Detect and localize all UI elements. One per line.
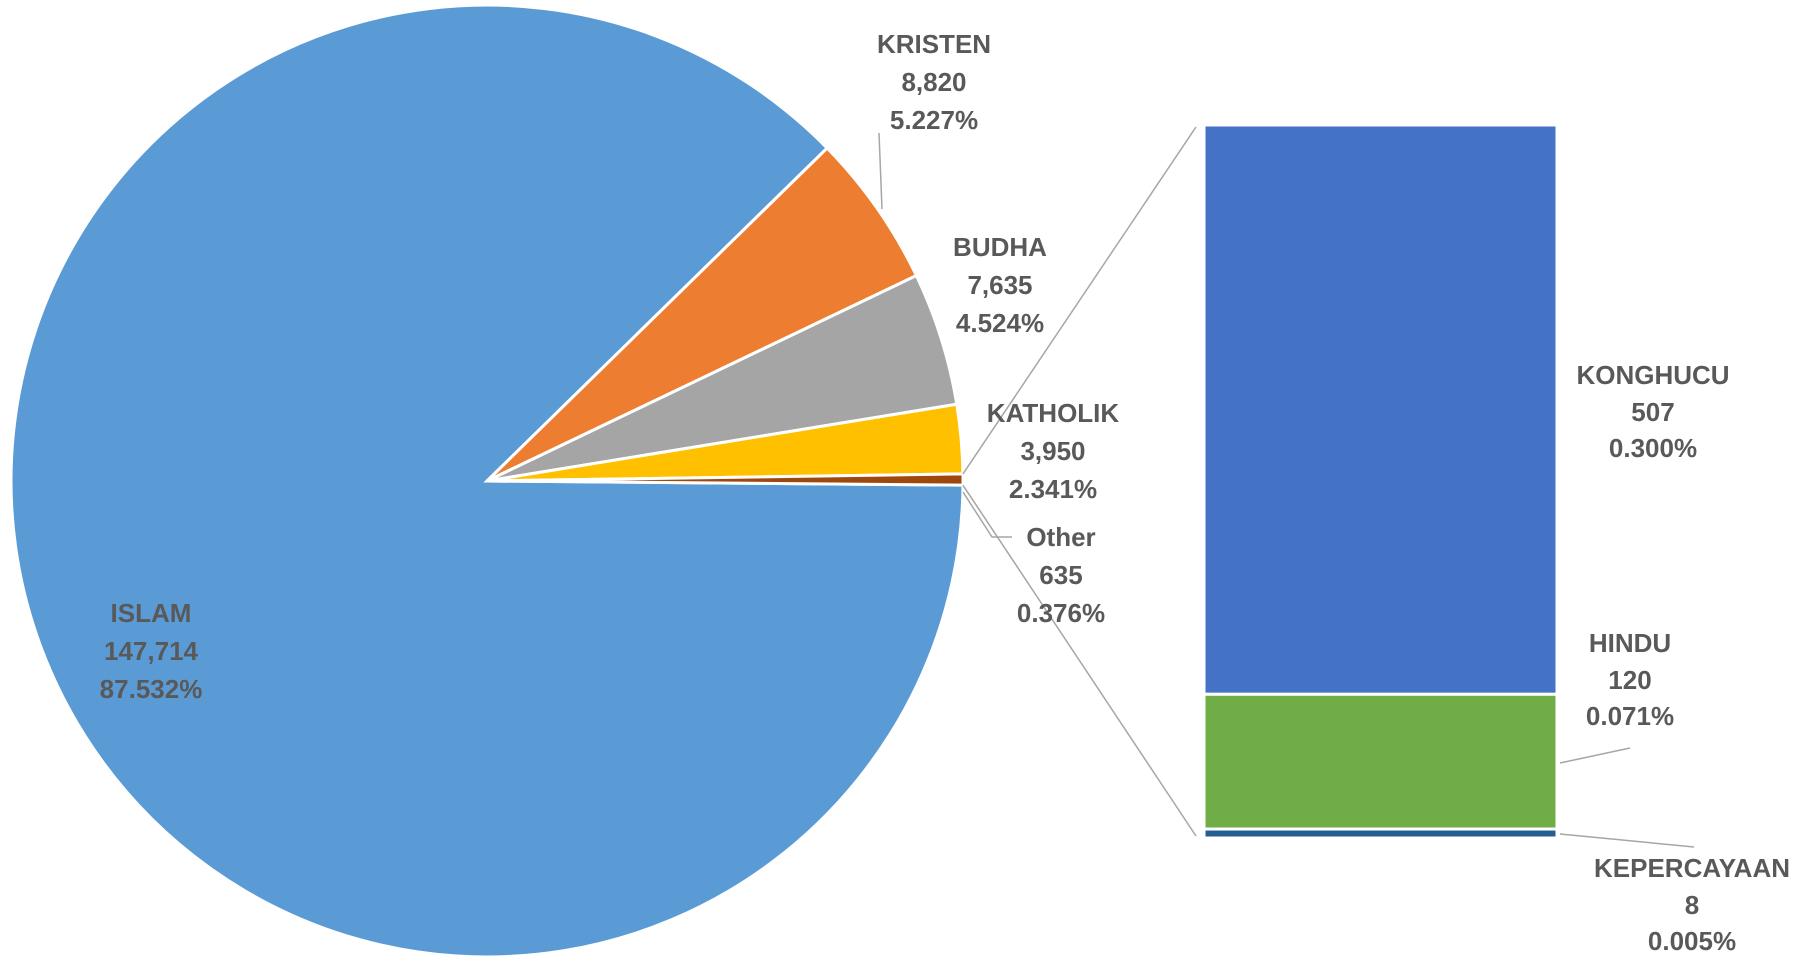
connector: [962, 126, 1197, 475]
data-label: 4.524%: [956, 308, 1044, 338]
data-label: 2.341%: [1009, 474, 1097, 504]
data-label: KEPERCAYAAN: [1594, 853, 1790, 883]
leader-line: [1559, 833, 1695, 848]
data-label: 7,635: [967, 270, 1032, 300]
data-label: 147,714: [104, 636, 199, 666]
data-label: KONGHUCU: [1576, 360, 1729, 390]
connector: [962, 484, 1197, 837]
data-label: 5.227%: [890, 105, 978, 135]
data-label: Other: [1026, 522, 1095, 552]
data-label: 3,950: [1020, 436, 1085, 466]
data-label: BUDHA: [953, 232, 1047, 262]
data-label: ISLAM: [111, 598, 192, 628]
data-label: 0.005%: [1648, 926, 1736, 956]
data-label: 0.071%: [1586, 701, 1674, 731]
data-label: 507: [1631, 397, 1674, 427]
data-label: 635: [1039, 560, 1082, 590]
bar-segment: [1202, 123, 1559, 696]
data-label: 120: [1608, 665, 1651, 695]
pie-slice: [485, 145, 919, 483]
data-label: 8: [1685, 890, 1699, 920]
leader-line: [878, 132, 883, 210]
data-label: 87.532%: [100, 674, 203, 704]
bar-segment: [1202, 827, 1559, 840]
bar-segment: [1202, 692, 1559, 831]
data-label: 0.300%: [1609, 433, 1697, 463]
data-label: KATHOLIK: [987, 398, 1120, 428]
data-label: 8,820: [901, 67, 966, 97]
data-label: KRISTEN: [877, 29, 991, 59]
leader-line: [1559, 747, 1631, 764]
data-label: 0.376%: [1017, 598, 1105, 628]
leader-line: [962, 491, 1012, 538]
data-label: HINDU: [1589, 628, 1671, 658]
